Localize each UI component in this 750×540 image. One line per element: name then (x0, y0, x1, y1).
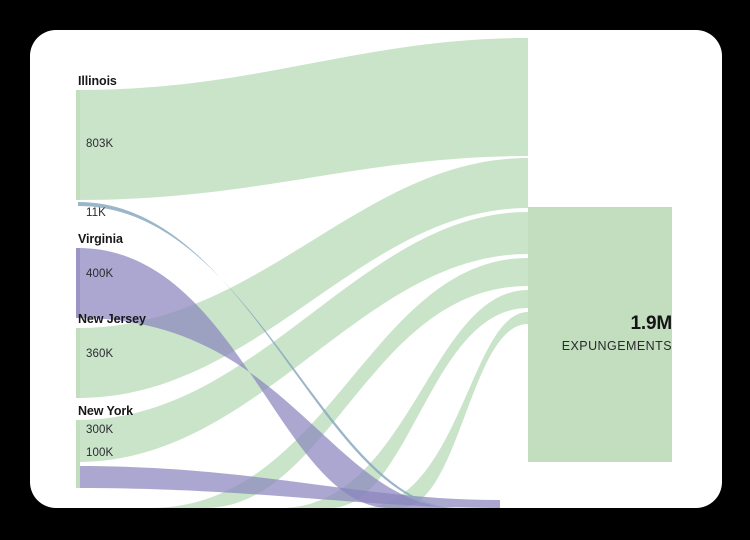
sankey-diagram: Illinois Virginia New Jersey New York 80… (76, 38, 672, 508)
sankey-source-nodes (76, 90, 80, 488)
total-node-labels: 1.9M EXPUNGEMENTS (562, 313, 672, 353)
value-new-york-300k: 300K (86, 424, 113, 436)
sankey-value-labels: 803K 11K 400K 360K 300K 100K (86, 138, 113, 459)
link-new-york-300k[interactable] (78, 212, 528, 462)
sankey-card: Illinois Virginia New Jersey New York 80… (30, 30, 722, 508)
sankey-node-labels: Illinois Virginia New Jersey New York (78, 74, 146, 418)
link-inflow-lower-c[interactable] (360, 312, 528, 508)
node-total-expungements[interactable] (528, 207, 672, 462)
label-new-york: New York (78, 404, 133, 418)
label-illinois: Illinois (78, 74, 117, 88)
link-illinois-803k[interactable] (78, 38, 528, 200)
sankey-links (78, 38, 528, 508)
total-value: 1.9M (631, 313, 672, 334)
value-illinois-11k: 11K (86, 207, 106, 219)
total-caption: EXPUNGEMENTS (562, 339, 672, 353)
label-virginia: Virginia (78, 232, 124, 246)
node-bar-virginia[interactable] (76, 248, 80, 318)
label-new-jersey: New Jersey (78, 312, 146, 326)
value-illinois-803k: 803K (86, 138, 113, 150)
value-new-york-100k: 100K (86, 447, 113, 459)
node-bar-new-jersey[interactable] (76, 328, 80, 398)
link-virginia-400k[interactable] (78, 248, 460, 508)
link-new-york-100k[interactable] (78, 466, 500, 508)
link-inflow-lower-b[interactable] (280, 290, 528, 508)
value-new-jersey-360k: 360K (86, 348, 113, 360)
value-virginia-400k: 400K (86, 268, 113, 280)
node-bar-illinois[interactable] (76, 90, 80, 200)
link-inflow-lower-a[interactable] (150, 258, 528, 508)
node-bar-new-york[interactable] (76, 420, 80, 488)
